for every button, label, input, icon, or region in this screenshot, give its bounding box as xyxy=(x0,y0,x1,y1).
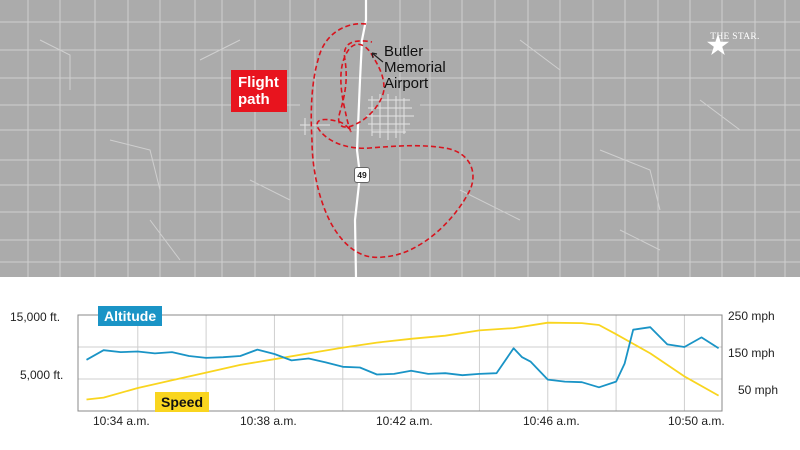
legend-altitude: Altitude xyxy=(98,306,163,326)
road-grid xyxy=(0,0,800,277)
y-right-tick-150: 150 mph xyxy=(728,346,775,360)
chart-frame xyxy=(77,314,723,412)
y-left-tick-15000: 15,000 ft. xyxy=(10,310,61,324)
altitude-series-line xyxy=(86,326,720,389)
flight-path-label-line2: path xyxy=(238,91,270,108)
map-panel: Flight path Butler Memorial Airport 49 T… xyxy=(0,0,800,277)
altitude-speed-chart xyxy=(77,314,723,412)
airport-label-line3: Airport xyxy=(384,75,429,92)
x-tick-1034: 10:34 a.m. xyxy=(93,414,150,428)
y-right-tick-50: 50 mph xyxy=(738,383,779,397)
brand-name: THE STAR. xyxy=(710,32,760,42)
y-left-tick-5000: 5,000 ft. xyxy=(20,368,64,382)
star-icon xyxy=(707,34,729,55)
x-tick-1042: 10:42 a.m. xyxy=(376,414,433,428)
town-area xyxy=(300,94,414,140)
speed-series-line xyxy=(86,321,720,401)
legend-speed: Speed xyxy=(155,392,210,412)
airport-pointer-arrow xyxy=(371,52,384,63)
airport-label-line1: Butler xyxy=(384,43,424,60)
flight-path-label-line1: Flight xyxy=(238,74,279,91)
flight-path-line xyxy=(310,22,474,259)
airport-label-line2: Memorial xyxy=(384,59,446,76)
x-tick-1046: 10:46 a.m. xyxy=(523,414,580,428)
x-tick-1050: 10:50 a.m. xyxy=(668,414,725,428)
x-tick-1038: 10:38 a.m. xyxy=(240,414,297,428)
map-svg xyxy=(0,0,800,277)
airport-label: Butler Memorial Airport xyxy=(384,44,474,92)
flight-path-label: Flight path xyxy=(231,70,287,112)
highway-shield: 49 xyxy=(354,167,370,183)
series-layer xyxy=(86,321,720,401)
y-right-tick-250: 250 mph xyxy=(728,309,775,323)
brand-logo: THE STAR. xyxy=(707,32,763,55)
